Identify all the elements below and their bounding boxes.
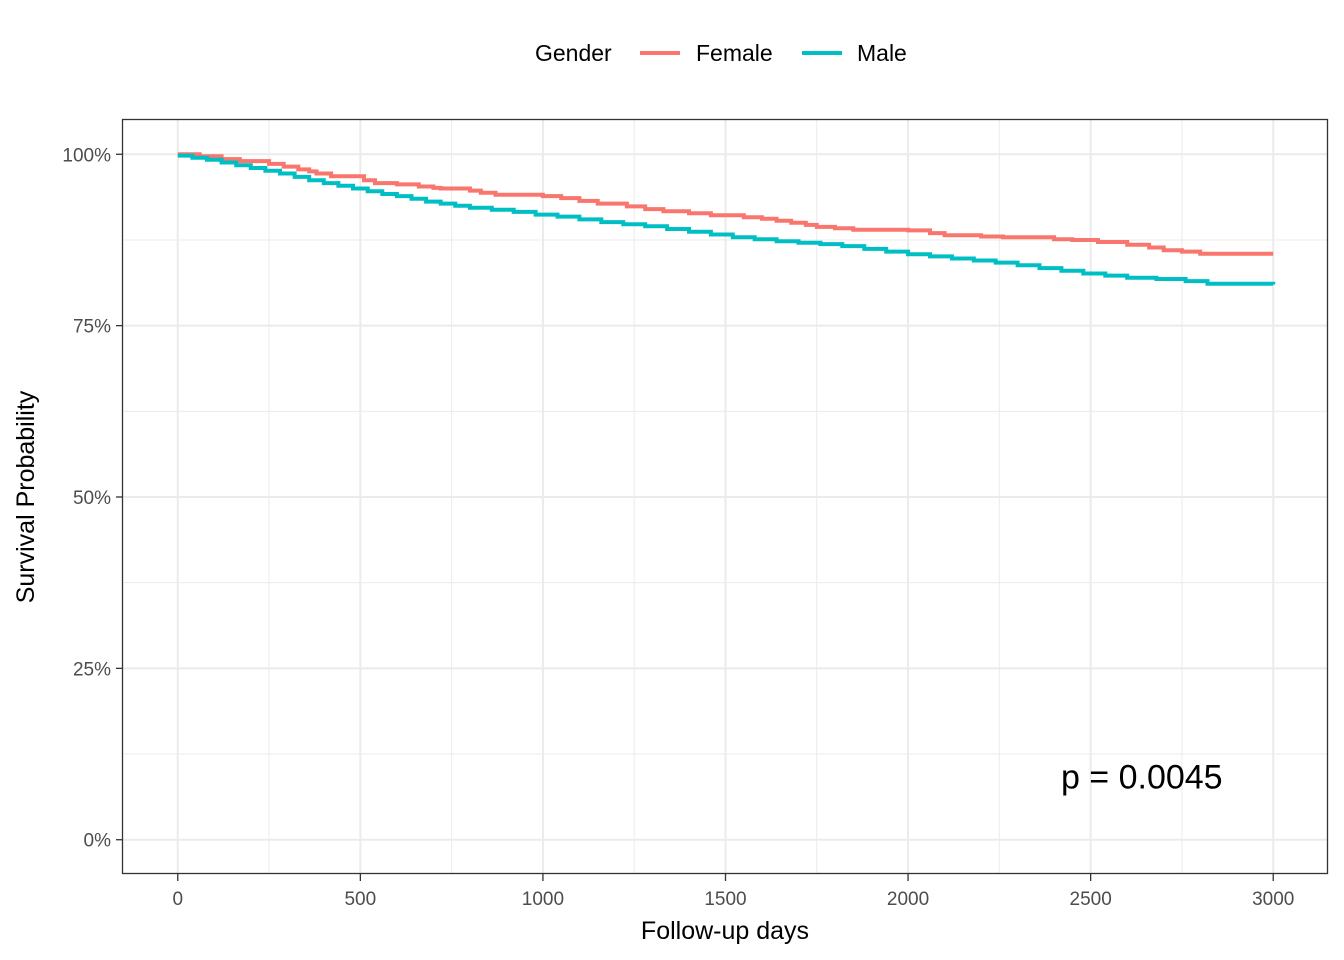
- x-tick-label: 2500: [1070, 889, 1112, 910]
- x-tick-label: 1000: [522, 889, 564, 910]
- legend: Gender Female Male: [535, 40, 907, 66]
- legend-label-male: Male: [857, 40, 907, 66]
- annotation-p-value: p = 0.0045: [1061, 758, 1223, 796]
- y-tick-label: 50%: [73, 488, 111, 509]
- legend-title: Gender: [535, 40, 612, 66]
- x-tick-label: 2000: [887, 889, 929, 910]
- y-tick-label: 0%: [84, 831, 112, 852]
- x-axis-title: Follow-up days: [641, 917, 809, 945]
- grid-major: [123, 120, 1328, 874]
- series-line-male: [177, 153, 1276, 286]
- y-tick-label: 75%: [73, 317, 111, 338]
- y-axis-title: Survival Probability: [12, 390, 40, 603]
- x-tick-label: 3000: [1252, 889, 1294, 910]
- y-tick-label: 100%: [62, 145, 111, 166]
- x-tick-label: 500: [344, 889, 376, 910]
- x-axis: 0 500 1000 1500 2000 2500 3000: [172, 874, 1294, 910]
- series-line-female: [177, 152, 1274, 256]
- y-axis: 0% 25% 50% 75% 100%: [62, 145, 123, 852]
- x-tick-label: 0: [172, 889, 183, 910]
- series-lines: [177, 152, 1276, 286]
- y-tick-label: 25%: [73, 659, 111, 680]
- legend-label-female: Female: [696, 40, 773, 66]
- x-tick-label: 1500: [704, 889, 746, 910]
